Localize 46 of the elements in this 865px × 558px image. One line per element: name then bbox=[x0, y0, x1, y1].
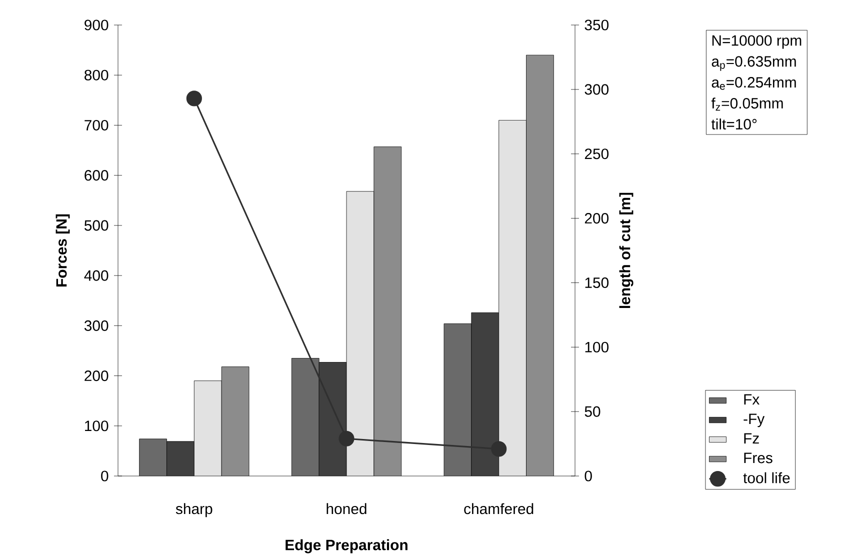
bar bbox=[194, 380, 222, 476]
x-tick-label: honed bbox=[326, 503, 366, 514]
y-tick-label: 800 bbox=[84, 70, 108, 80]
point bbox=[338, 430, 354, 446]
point bbox=[186, 90, 202, 106]
y-tick-label: 900 bbox=[84, 20, 108, 30]
legend-label: -Fy bbox=[744, 414, 765, 428]
y-tick-label: 500 bbox=[84, 220, 108, 231]
y-tick-label: 100 bbox=[85, 420, 108, 432]
x-tick-label: chamfered bbox=[464, 503, 534, 514]
legend-label: Fres bbox=[744, 452, 772, 464]
y-tick-label: 700 bbox=[84, 120, 108, 130]
bar bbox=[526, 54, 554, 476]
y-tick-label: 200 bbox=[84, 370, 108, 381]
legend-label: Fx bbox=[744, 394, 760, 404]
x-tick-label: sharp bbox=[176, 503, 212, 517]
y2-tick-label: 100 bbox=[585, 342, 609, 352]
y2-axis-title: length of cut [m] bbox=[619, 192, 634, 308]
bar bbox=[498, 120, 526, 476]
x-axis-title: Edge Preparation bbox=[286, 539, 408, 554]
legend-label: tool life bbox=[743, 472, 790, 484]
bar bbox=[222, 366, 250, 476]
text: a$_{p}$=0.635mm bbox=[712, 56, 796, 71]
legend-label: Fz bbox=[744, 433, 759, 444]
y2-tick-label: 150 bbox=[585, 277, 609, 288]
y-tick-label: 300 bbox=[84, 320, 108, 331]
point bbox=[491, 441, 507, 457]
y2-tick-label: 350 bbox=[584, 20, 609, 30]
y-tick-label: 600 bbox=[84, 170, 108, 180]
bar bbox=[166, 441, 194, 476]
bar bbox=[374, 146, 402, 476]
text: f$_{z}$=0.05mm bbox=[711, 97, 783, 110]
y-axis-title: Forces [N] bbox=[56, 214, 70, 286]
y2-tick-label: 200 bbox=[584, 212, 609, 224]
text: N=10000 rpm bbox=[712, 35, 802, 49]
text: a$_{e}$=0.254mm bbox=[712, 76, 796, 90]
y-tick-label: 0 bbox=[101, 470, 108, 482]
y2-tick-label: 0 bbox=[584, 470, 592, 482]
y-tick-label: 400 bbox=[84, 270, 108, 281]
y2-tick-label: 50 bbox=[584, 406, 600, 417]
text: tilt=10° bbox=[711, 118, 757, 130]
y2-tick-label: 300 bbox=[584, 84, 609, 95]
bar bbox=[471, 312, 500, 476]
bar bbox=[346, 191, 374, 476]
bar bbox=[319, 362, 347, 476]
y2-tick-label: 250 bbox=[584, 148, 609, 160]
